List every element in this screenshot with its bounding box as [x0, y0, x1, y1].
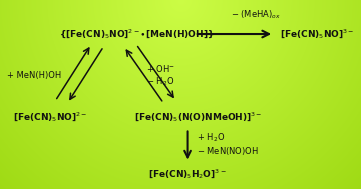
Text: [Fe(CN)$_5$NO]$^{3-}$: [Fe(CN)$_5$NO]$^{3-}$ — [280, 27, 355, 41]
Text: [Fe(CN)$_5$NO]$^{2-}$: [Fe(CN)$_5$NO]$^{2-}$ — [13, 111, 88, 124]
Text: {[Fe(CN)$_5$NO]$^{2-}$$\bullet$[MeN(H)OH]}: {[Fe(CN)$_5$NO]$^{2-}$$\bullet$[MeN(H)OH… — [59, 27, 215, 41]
Text: [Fe(CN)$_5$(N(O)NMeOH)]$^{3-}$: [Fe(CN)$_5$(N(O)NMeOH)]$^{3-}$ — [134, 111, 263, 124]
Text: + OH$^{-}$: + OH$^{-}$ — [146, 63, 175, 74]
Text: + H$_2$O: + H$_2$O — [197, 132, 225, 144]
Text: + MeN(H)OH: + MeN(H)OH — [7, 71, 62, 80]
Text: [Fe(CN)$_5$H$_2$O]$^{3-}$: [Fe(CN)$_5$H$_2$O]$^{3-}$ — [148, 167, 227, 180]
Text: $-$ H$_2$O: $-$ H$_2$O — [146, 75, 174, 88]
Text: $-$ MeN(NO)OH: $-$ MeN(NO)OH — [197, 145, 258, 157]
Text: $-$ (MeHA)$_{ox}$: $-$ (MeHA)$_{ox}$ — [231, 9, 281, 21]
